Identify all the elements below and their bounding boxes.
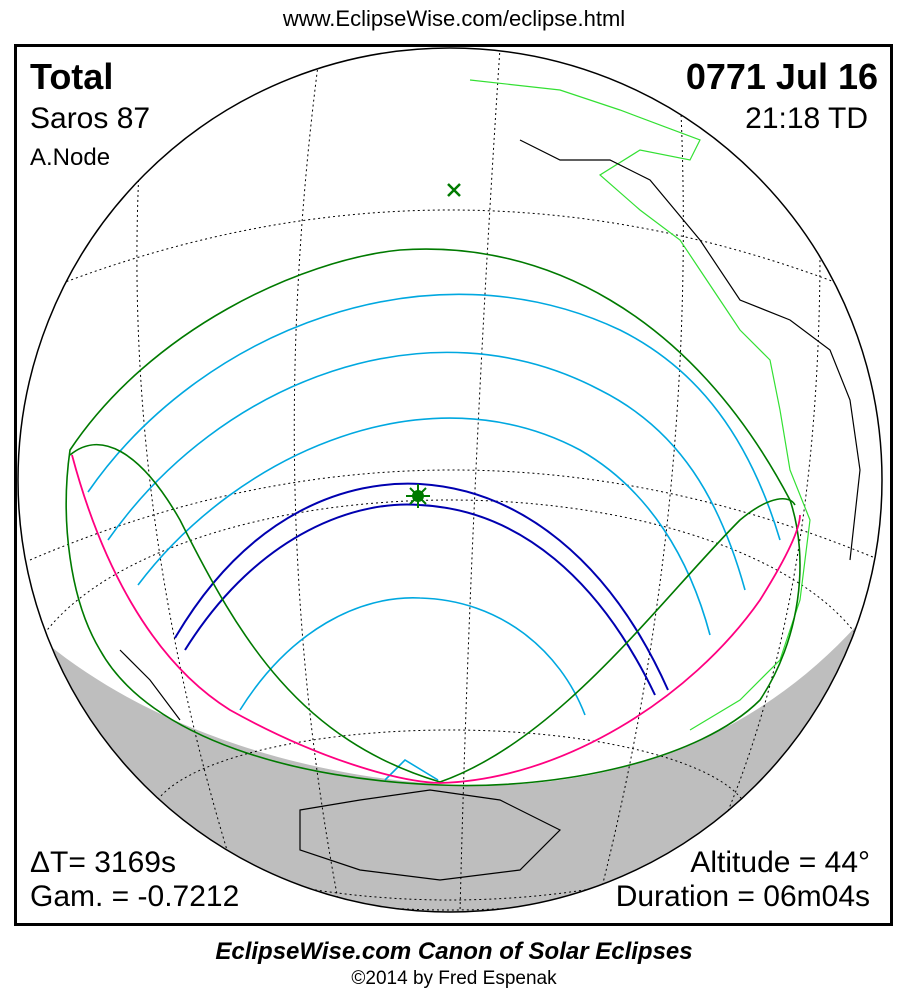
eclipse-date: 0771 Jul 16 [685, 56, 878, 97]
eclipse-type: Total [30, 56, 114, 97]
rise-set-curve [71, 454, 801, 784]
star-icon [406, 484, 430, 508]
delta-t: ΔT= 3169s [30, 846, 176, 879]
coastlines [119, 79, 861, 881]
map-frame [14, 44, 893, 926]
eclipse-time: 21:18 TD [745, 102, 868, 135]
duration: Duration = 06m04s [615, 880, 870, 913]
saros: Saros 87 [30, 102, 151, 135]
central-path [174, 482, 669, 696]
partial-magnitude-curves [87, 293, 781, 781]
penumbral-limits [65, 248, 801, 787]
footer-copyright: ©2014 by Fred Espenak [351, 968, 557, 989]
footer-title: EclipseWise.com Canon of Solar Eclipses [215, 938, 693, 965]
altitude: Altitude = 44° [690, 846, 870, 879]
x-mark-icon [447, 183, 461, 197]
url-header: www.EclipseWise.com/eclipse.html [282, 6, 626, 31]
gamma: Gam. = -0.7212 [30, 880, 240, 913]
node: A.Node [30, 144, 111, 171]
